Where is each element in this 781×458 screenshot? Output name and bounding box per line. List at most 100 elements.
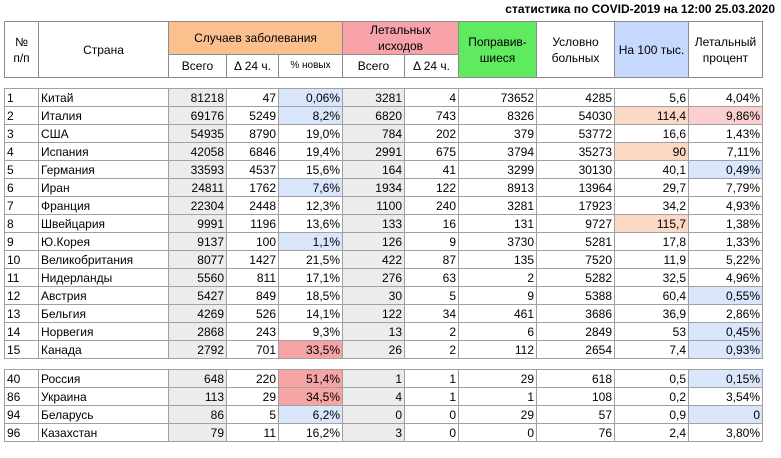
lethal-percent-cell: 7,79%: [688, 178, 763, 197]
per-100k-cell: 114,4: [614, 106, 689, 125]
cases-percent-new-cell: 0,06%: [278, 88, 343, 107]
per-100k-cell: 115,7: [614, 214, 689, 233]
cases-delta-cell: 100: [226, 232, 279, 251]
per-100k-cell: 16,6: [614, 124, 689, 143]
row-number-cell: 6: [4, 178, 39, 197]
recovered-cell: 8913: [458, 178, 537, 197]
lethal-percent-cell: 0,55%: [688, 286, 763, 305]
sick-cell: 5388: [536, 286, 615, 305]
sick-cell: 57: [536, 405, 615, 424]
header-deaths: Летальных исходов: [342, 21, 459, 55]
cases-delta-cell: 849: [226, 286, 279, 305]
deaths-total-cell: 3: [342, 423, 405, 442]
country-name-cell: США: [38, 124, 169, 143]
row-number-cell: 96: [4, 423, 39, 442]
row-number-cell: 94: [4, 405, 39, 424]
header-lethal-percent: Летальный процент: [688, 21, 763, 78]
lethal-percent-cell: 0,49%: [688, 160, 763, 179]
row-number-cell: 7: [4, 196, 39, 215]
recovered-cell: 2: [458, 268, 537, 287]
cases-delta-cell: 1427: [226, 250, 279, 269]
row-number-cell: 10: [4, 250, 39, 269]
table-row: 14 Норвегия 2868 243 9,3% 13 2 6 2849 53 0,45%: [4, 322, 763, 341]
per-100k-cell: 2,4: [614, 423, 689, 442]
deaths-delta-cell: 9: [404, 232, 459, 251]
cases-delta-cell: 811: [226, 268, 279, 287]
country-name-cell: Россия: [38, 369, 169, 388]
per-100k-cell: 60,4: [614, 286, 689, 305]
per-100k-cell: 0,9: [614, 405, 689, 424]
lethal-percent-cell: 5,22%: [688, 250, 763, 269]
per-100k-cell: 53: [614, 322, 689, 341]
deaths-total-cell: 276: [342, 268, 405, 287]
row-number-cell: 86: [4, 387, 39, 406]
lethal-percent-cell: 0,45%: [688, 322, 763, 341]
lethal-percent-cell: 1,38%: [688, 214, 763, 233]
recovered-cell: 0: [458, 423, 537, 442]
sick-cell: 2654: [536, 340, 615, 359]
deaths-delta-cell: 1: [404, 387, 459, 406]
cases-total-cell: 4269: [168, 304, 227, 323]
cases-total-cell: 2792: [168, 340, 227, 359]
deaths-delta-cell: 16: [404, 214, 459, 233]
sick-cell: 35273: [536, 142, 615, 161]
per-100k-cell: 11,9: [614, 250, 689, 269]
per-100k-cell: 29,7: [614, 178, 689, 197]
row-number-cell: 15: [4, 340, 39, 359]
cases-delta-cell: 220: [226, 369, 279, 388]
deaths-total-cell: 2991: [342, 142, 405, 161]
country-name-cell: Иран: [38, 178, 169, 197]
country-name-cell: Швейцария: [38, 214, 169, 233]
table-row: 94 Беларусь 86 5 6,2% 0 0 29 57 0,9 0: [4, 405, 763, 424]
deaths-delta-cell: 34: [404, 304, 459, 323]
deaths-total-cell: 30: [342, 286, 405, 305]
cases-delta-cell: 11: [226, 423, 279, 442]
cases-percent-new-cell: 16,2%: [278, 423, 343, 442]
cases-total-cell: 86: [168, 405, 227, 424]
recovered-cell: 3281: [458, 196, 537, 215]
deaths-delta-cell: 63: [404, 268, 459, 287]
sick-cell: 9727: [536, 214, 615, 233]
cases-total-cell: 42058: [168, 142, 227, 161]
cases-percent-new-cell: 19,4%: [278, 142, 343, 161]
cases-delta-cell: 1762: [226, 178, 279, 197]
per-100k-cell: 5,6: [614, 88, 689, 107]
cases-percent-new-cell: 21,5%: [278, 250, 343, 269]
table-row: 7 Франция 22304 2448 12,3% 1100 240 3281 17923 34…: [4, 196, 763, 215]
row-number-cell: 11: [4, 268, 39, 287]
lethal-percent-cell: 2,86%: [688, 304, 763, 323]
cases-percent-new-cell: 7,6%: [278, 178, 343, 197]
covid-stats-table: № п/п Страна Случаев заболевания Летальн…: [4, 21, 763, 442]
cases-total-cell: 54935: [168, 124, 227, 143]
cases-percent-new-cell: 6,2%: [278, 405, 343, 424]
sick-cell: 618: [536, 369, 615, 388]
row-number-cell: 1: [4, 88, 39, 107]
row-number-cell: 14: [4, 322, 39, 341]
lethal-percent-cell: 4,93%: [688, 196, 763, 215]
cases-percent-new-cell: 51,4%: [278, 369, 343, 388]
header-cases-delta: Δ 24 ч.: [226, 54, 279, 78]
cases-delta-cell: 8790: [226, 124, 279, 143]
lethal-percent-cell: 0,93%: [688, 340, 763, 359]
sick-cell: 76: [536, 423, 615, 442]
deaths-total-cell: 13: [342, 322, 405, 341]
cases-percent-new-cell: 12,3%: [278, 196, 343, 215]
header-sick: Условно больных: [536, 21, 615, 78]
sick-cell: 5281: [536, 232, 615, 251]
lethal-percent-cell: 1,33%: [688, 232, 763, 251]
per-100k-cell: 36,9: [614, 304, 689, 323]
deaths-delta-cell: 2: [404, 322, 459, 341]
header-recovered: Поправив- шиеся: [458, 21, 537, 78]
sick-cell: 54030: [536, 106, 615, 125]
country-name-cell: Великобритания: [38, 250, 169, 269]
deaths-total-cell: 422: [342, 250, 405, 269]
country-name-cell: Китай: [38, 88, 169, 107]
table-row: 86 Украина 113 29 34,5% 4 1 1 108 0,2 3,54%: [4, 387, 763, 406]
row-number-cell: 8: [4, 214, 39, 233]
per-100k-cell: 17,8: [614, 232, 689, 251]
table-row: 40 Россия 648 220 51,4% 1 1 29 618 0,5 0,15%: [4, 369, 763, 388]
deaths-total-cell: 133: [342, 214, 405, 233]
country-name-cell: Норвегия: [38, 322, 169, 341]
sick-cell: 3686: [536, 304, 615, 323]
deaths-total-cell: 4: [342, 387, 405, 406]
